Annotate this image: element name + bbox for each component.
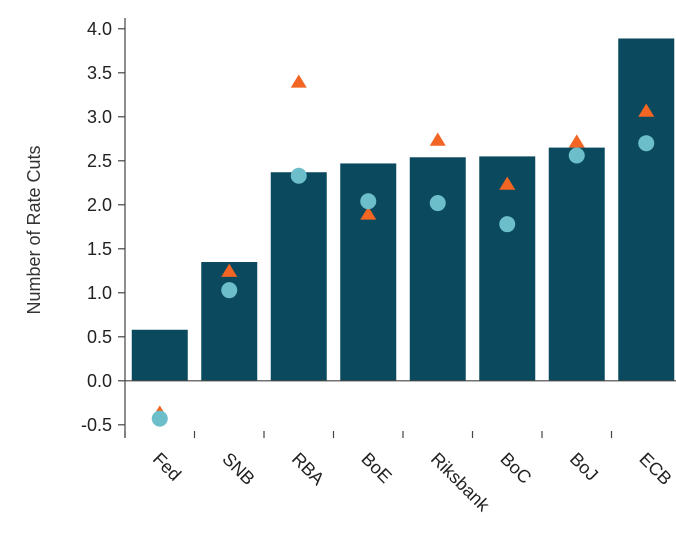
y-tick-label: 1.0: [87, 283, 112, 303]
x-tick-label-snb: SNB: [218, 449, 258, 489]
y-tick-label: 2.0: [87, 195, 112, 215]
x-ticks: Fed SNB RBA BoE Riksbank BoC BoJ ECB: [124, 431, 676, 516]
bar-boj: [548, 147, 605, 381]
bar-boc: [479, 156, 536, 381]
triangle-marker-snb: [221, 263, 238, 277]
bar-rba: [270, 172, 327, 381]
axes: [124, 18, 676, 438]
y-ticks: -0.5 0.0 0.5 1.0 1.5 2.0 2.5 3.0 3.5 4.0: [81, 19, 125, 435]
y-tick-label: -0.5: [81, 415, 112, 435]
circle-marker-boe: [360, 193, 377, 210]
circle-marker-snb: [221, 282, 238, 299]
circle-marker-fed: [151, 410, 168, 427]
y-tick-label: 4.0: [87, 19, 112, 39]
triangle-marker-rba: [290, 74, 307, 88]
x-tick-label-fed: Fed: [149, 449, 185, 485]
bar-snb: [201, 262, 258, 381]
y-tick-label: 1.5: [87, 239, 112, 259]
circle-marker-ecb: [638, 135, 655, 152]
y-axis-title: Number of Rate Cuts: [24, 145, 44, 314]
y-tick-label: 3.0: [87, 107, 112, 127]
x-tick-label-riksbank: Riksbank: [427, 449, 494, 516]
triangle-marker-ecb: [638, 103, 655, 117]
y-tick-label: 2.5: [87, 151, 112, 171]
x-tick-label-boj: BoJ: [566, 449, 602, 485]
triangle-marker-boc: [499, 176, 516, 190]
triangle-marker-riksbank: [429, 132, 446, 146]
bar-ecb: [618, 38, 675, 381]
x-tick-label-ecb: ECB: [635, 449, 675, 489]
bar-riksbank: [409, 157, 466, 381]
x-tick-label-rba: RBA: [288, 449, 328, 489]
triangle-marker-boe: [360, 206, 377, 220]
bar-series: [131, 38, 675, 381]
y-tick-label: 3.5: [87, 63, 112, 83]
x-tick-label-boc: BoC: [496, 449, 535, 488]
circle-marker-rba: [290, 167, 307, 184]
x-tick-label-boe: BoE: [357, 449, 395, 487]
circle-marker-riksbank: [429, 195, 446, 212]
bar-fed: [131, 329, 188, 381]
y-tick-label: 0.5: [87, 327, 112, 347]
triangle-marker-boj: [568, 134, 585, 148]
circle-marker-boj: [568, 147, 585, 164]
circle-marker-boc: [499, 216, 516, 233]
marker-series: [151, 74, 655, 427]
y-tick-label: 0.0: [87, 371, 112, 391]
